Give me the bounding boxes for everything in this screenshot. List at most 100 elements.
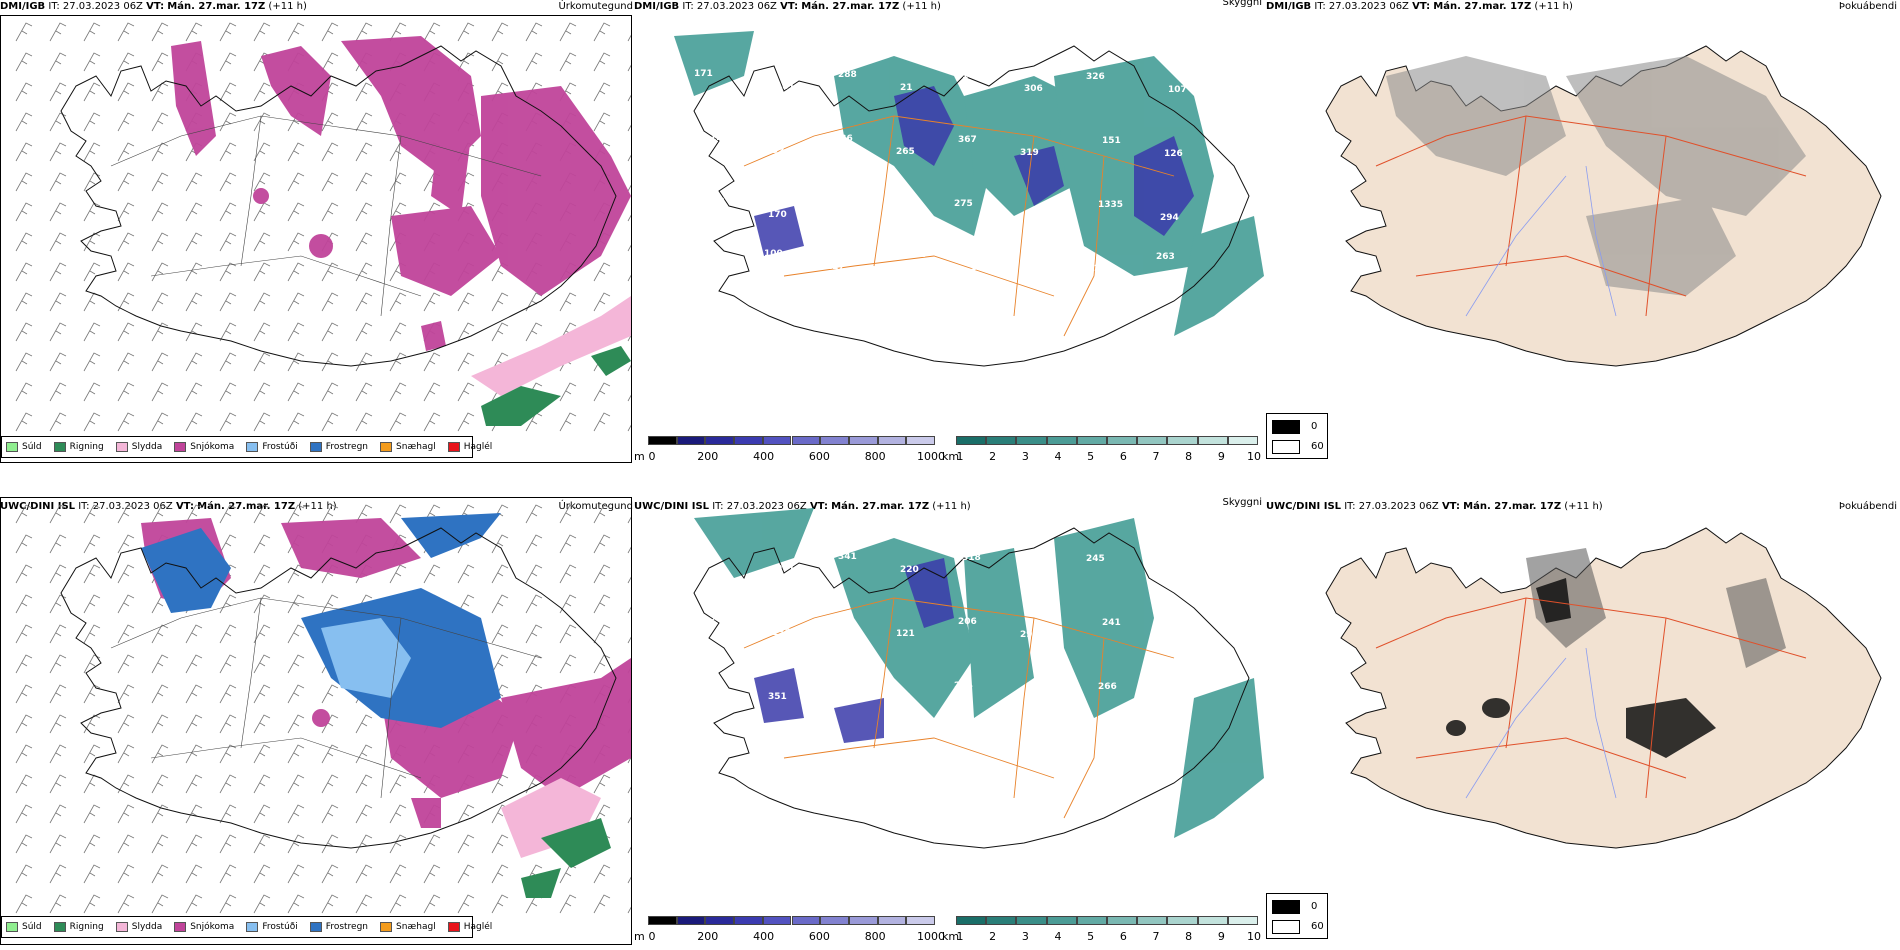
- cloud-base-label: 1111: [1160, 695, 1185, 705]
- wind-barb: [355, 352, 373, 372]
- precip-map-top: [15, 22, 631, 432]
- wind-barb: [49, 714, 67, 734]
- wind-barb: [593, 594, 611, 614]
- colorbar-tick: 9: [1217, 450, 1225, 463]
- legend-swatch: [380, 442, 393, 452]
- wind-barb: [49, 142, 67, 162]
- cloud-base-labels: 171 181 288 21 167 306 326 107 120 92 236 265 367 319…: [694, 69, 1187, 335]
- wind-barb: [117, 864, 135, 884]
- wind-barb: [219, 412, 237, 432]
- variable-name: Skyggni: [1222, 0, 1262, 8]
- wind-barb: [117, 232, 135, 252]
- colorbar-segment: [848, 916, 878, 925]
- cloud-base-label: 120: [710, 133, 729, 143]
- legend-swatch: [447, 442, 460, 452]
- colorbar-segment: [1076, 436, 1107, 445]
- colorbar-unit: km: [942, 450, 960, 463]
- wind-barb: [49, 412, 67, 432]
- wind-barb: [627, 184, 631, 192]
- wind-barb: [559, 864, 577, 884]
- visibility-colorbar-bottom: km 1 2 3 4 5 6 7 8 9 10: [942, 916, 1262, 946]
- cloud-base-label: 109: [1024, 566, 1043, 576]
- wind-barb: [83, 504, 101, 524]
- wind-barb: [117, 82, 135, 102]
- wind-barb: [219, 774, 237, 794]
- colorbar-tick: 6: [1119, 450, 1127, 463]
- wind-barb: [49, 292, 67, 312]
- colorbar-segment: [1076, 916, 1107, 925]
- wind-barb: [117, 412, 135, 432]
- wind-barb: [457, 412, 475, 432]
- wind-barb: [15, 564, 33, 584]
- colorbar-tick: 9: [1217, 930, 1225, 943]
- wind-barb: [321, 22, 339, 42]
- wind-barb: [389, 172, 407, 192]
- wind-barb: [389, 292, 407, 312]
- height-colorbar-top: m 0 200 400 600 800 1000: [634, 436, 945, 466]
- legend-item-snjokoma: Snjókoma: [174, 922, 234, 932]
- variable-name: Úrkomutegund: [558, 1, 633, 12]
- wind-barb: [321, 112, 339, 132]
- cloud-base-label: 129: [830, 680, 849, 690]
- wind-barb: [151, 504, 169, 524]
- wind-barb: [151, 804, 169, 824]
- wind-barb: [593, 804, 611, 824]
- wind-barb: [627, 244, 631, 252]
- colorbar-segment: [877, 436, 907, 445]
- wind-barb: [423, 412, 441, 432]
- colorbar-tick: 600: [808, 930, 830, 943]
- wind-barb: [49, 172, 67, 192]
- wind-barb: [151, 744, 169, 764]
- colorbar-segment: [956, 436, 987, 445]
- wind-barb: [627, 816, 631, 824]
- wind-barb: [593, 262, 611, 282]
- wind-barb: [287, 504, 305, 524]
- legend-swatch: [1272, 900, 1300, 914]
- wind-barb: [627, 876, 631, 884]
- wind-barb: [117, 52, 135, 72]
- colorbar-tick: 5: [1087, 930, 1095, 943]
- wind-barb: [151, 684, 169, 704]
- wind-barb: [593, 654, 611, 674]
- wind-barb: [593, 412, 611, 432]
- wind-barb: [491, 654, 509, 674]
- wind-barb: [491, 292, 509, 312]
- cloud-base-label: 241: [1102, 618, 1121, 628]
- wind-barb: [83, 804, 101, 824]
- wind-barb: [83, 202, 101, 222]
- wind-barb: [253, 834, 271, 854]
- cloud-base-label: 236: [834, 134, 853, 144]
- wind-barb: [117, 322, 135, 342]
- wind-barb: [15, 684, 33, 704]
- wind-barb: [253, 594, 271, 614]
- cloud-base-label: 997: [1168, 567, 1187, 577]
- wind-barb: [49, 624, 67, 644]
- wind-barb: [15, 82, 33, 102]
- wind-barb: [355, 292, 373, 312]
- wind-barb: [185, 262, 203, 282]
- wind-barb: [185, 774, 203, 794]
- wind-barb: [287, 232, 305, 252]
- wind-barb: [559, 654, 577, 674]
- wind-barb: [389, 352, 407, 372]
- legend-item-frostregn: Frostregn: [309, 442, 368, 452]
- wind-barb: [525, 654, 543, 674]
- wind-barb: [49, 262, 67, 282]
- colorbar-segment: [734, 916, 763, 925]
- wind-barb: [253, 412, 271, 432]
- wind-barb: [83, 714, 101, 734]
- colorbar-tick: 1: [956, 930, 964, 943]
- wind-barb: [15, 594, 33, 614]
- colorbar-tick: 4: [1054, 930, 1062, 943]
- cloud-base-label: 220: [900, 565, 919, 575]
- wind-barb: [627, 34, 631, 42]
- wind-barb: [185, 22, 203, 42]
- wind-barb: [287, 594, 305, 614]
- panel-title: DMI/IGB IT: 27.03.2023 06Z VT: Mán. 27.m…: [0, 1, 307, 12]
- wind-barb: [15, 232, 33, 252]
- wind-barb: [185, 292, 203, 312]
- wind-barb: [559, 564, 577, 584]
- wind-barb: [457, 804, 475, 824]
- wind-barb: [627, 546, 631, 554]
- wind-barb: [253, 714, 271, 734]
